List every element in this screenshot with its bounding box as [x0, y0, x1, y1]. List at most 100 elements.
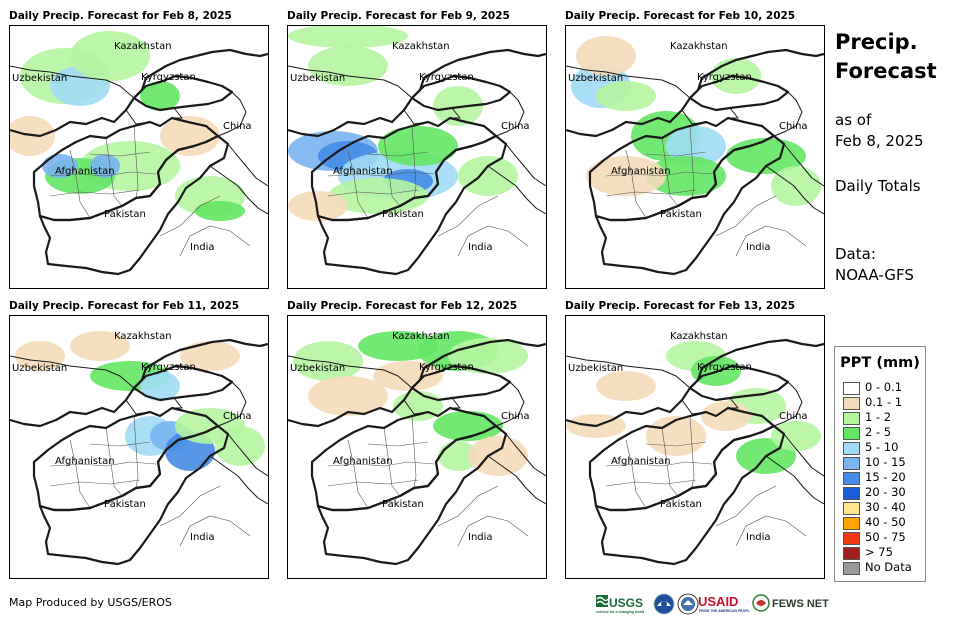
precip-layer	[571, 36, 821, 206]
admin-boundary	[383, 137, 401, 207]
country-border	[403, 387, 461, 417]
usgs-logo: USGS science for a changing world	[595, 590, 650, 616]
legend-swatch	[843, 457, 860, 470]
admin-boundary	[49, 479, 141, 487]
admin-boundary	[89, 151, 151, 157]
as-of-line1: as of	[835, 111, 872, 129]
country-label-china: China	[223, 121, 252, 132]
usgs-logo-text: USGS	[609, 596, 643, 610]
country-label-uzbekistan: Uzbekistan	[290, 73, 345, 84]
country-label-afghanistan: Afghanistan	[333, 166, 393, 177]
precip-area	[90, 154, 120, 178]
precip-area	[288, 26, 408, 48]
country-border	[217, 381, 268, 477]
admin-boundary	[645, 441, 707, 447]
admin-boundary	[605, 189, 697, 197]
admin-boundary	[437, 485, 499, 527]
map-svg: Kazakhstan Uzbekistan Kyrgyzstan China Afgha…	[288, 26, 546, 276]
precip-area	[596, 81, 656, 111]
as-of-line2: Feb 8, 2025	[835, 132, 924, 150]
svg-text:FROM THE AMERICAN PEOPLE: FROM THE AMERICAN PEOPLE	[699, 609, 750, 613]
country-label-kyrgyzstan: Kyrgyzstan	[141, 362, 196, 373]
precip-area	[646, 416, 706, 456]
map-svg: Kazakhstan Uzbekistan Kyrgyzstan China Afgha…	[566, 331, 824, 566]
precip-area	[458, 156, 518, 196]
admin-boundary	[49, 189, 141, 197]
precip-area	[373, 361, 443, 391]
country-label-kyrgyzstan: Kyrgyzstan	[419, 362, 474, 373]
precip-area	[308, 376, 388, 416]
admin-boundary	[179, 225, 251, 257]
country-label-india: India	[746, 242, 771, 253]
country-label-china: China	[223, 411, 252, 422]
admin-boundary	[605, 479, 697, 487]
country-label-uzbekistan: Uzbekistan	[12, 363, 67, 374]
precip-map: Kazakhstan Uzbekistan Kyrgyzstan China Afgha…	[287, 25, 547, 289]
precip-map: Kazakhstan Uzbekistan Kyrgyzstan China Afgha…	[287, 315, 547, 579]
legend-label: 20 - 30	[865, 485, 906, 499]
data-source-line2: NOAA-GFS	[835, 266, 914, 284]
precip-area	[140, 81, 180, 111]
country-border	[773, 91, 824, 187]
admin-boundary	[437, 195, 499, 237]
precip-layer	[15, 331, 265, 471]
country-border	[773, 381, 824, 477]
precip-area	[433, 86, 483, 126]
country-label-kyrgyzstan: Kyrgyzstan	[697, 72, 752, 83]
admin-boundary	[605, 461, 713, 467]
country-label-kazakhstan: Kazakhstan	[670, 41, 728, 52]
country-border	[10, 65, 135, 99]
admin-boundary	[105, 137, 123, 207]
country-label-afghanistan: Afghanistan	[611, 166, 671, 177]
legend-label: 1 - 2	[865, 410, 892, 424]
logo-strip: USGS science for a changing world USAID …	[595, 590, 835, 616]
admin-boundary	[367, 151, 429, 157]
admin-boundary	[715, 485, 777, 527]
admin-boundary	[69, 149, 91, 219]
country-border	[566, 65, 691, 99]
country-border	[681, 97, 739, 127]
panel-title: Daily Precip. Forecast for Feb 9, 2025	[287, 10, 510, 22]
precip-map: Kazakhstan Uzbekistan Kyrgyzstan China Afgha…	[9, 25, 269, 289]
map-svg: Kazakhstan Uzbekistan Kyrgyzstan China Afgha…	[566, 36, 824, 276]
legend-label: 30 - 40	[865, 500, 906, 514]
precip-area	[596, 371, 656, 401]
country-label-india: India	[468, 532, 493, 543]
legend-swatch	[843, 412, 860, 425]
precip-area	[666, 126, 726, 166]
country-border	[487, 165, 546, 215]
country-border	[681, 387, 739, 417]
admin-boundary	[383, 427, 401, 497]
country-label-pakistan: Pakistan	[382, 209, 424, 220]
country-label-kyrgyzstan: Kyrgyzstan	[419, 72, 474, 83]
country-border	[209, 455, 268, 505]
admin-boundary	[89, 441, 151, 447]
admin-boundary	[605, 171, 713, 177]
admin-boundary	[715, 195, 777, 237]
precip-area	[378, 126, 458, 166]
legend-label: 0 - 0.1	[865, 380, 903, 394]
precip-area	[771, 166, 821, 206]
admin-boundary	[367, 441, 429, 447]
country-label-china: China	[779, 121, 808, 132]
precip-area	[293, 341, 363, 381]
legend-swatch	[843, 382, 860, 395]
country-label-kyrgyzstan: Kyrgyzstan	[141, 72, 196, 83]
admin-boundary	[327, 461, 435, 467]
country-border	[566, 355, 691, 389]
precip-layer	[293, 331, 528, 476]
admin-boundary	[661, 427, 679, 497]
admin-boundary	[133, 415, 139, 489]
map-svg: Kazakhstan Uzbekistan Kyrgyzstan China Afgha…	[10, 331, 268, 566]
as-of-text: as of Feb 8, 2025	[835, 110, 924, 152]
panel-title: Daily Precip. Forecast for Feb 12, 2025	[287, 300, 518, 312]
side-title-line2: Forecast	[835, 59, 937, 83]
country-label-india: India	[190, 532, 215, 543]
country-label-india: India	[746, 532, 771, 543]
legend-swatch	[843, 502, 860, 515]
legend-label: 5 - 10	[865, 440, 899, 454]
daily-totals-text: Daily Totals	[835, 177, 921, 195]
country-border	[125, 97, 183, 127]
svg-text:science for a changing world: science for a changing world	[596, 610, 644, 614]
